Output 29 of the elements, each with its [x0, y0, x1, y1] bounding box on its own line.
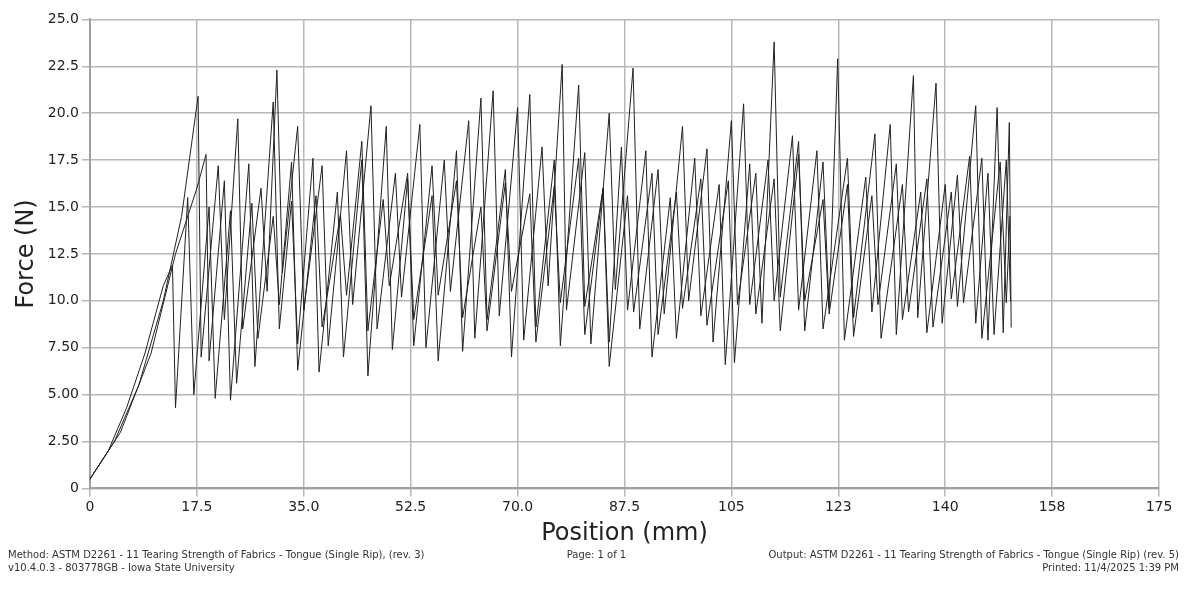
y-tick-label: 20.0 [47, 103, 79, 120]
y-axis-title: Force (N) [10, 199, 39, 309]
text: Printed: 11/4/2025 1:39 PM [1041, 561, 1179, 574]
x-tick-label: 175 [1145, 498, 1173, 515]
y-tick-label: 22.5 [47, 56, 79, 73]
y-tick-label: 0 [70, 479, 79, 496]
x-tick-label: 70.0 [502, 498, 534, 515]
y-tick-label: 15.0 [47, 197, 79, 214]
x-tick-label: 0 [85, 498, 95, 515]
y-tick-label: 10.0 [47, 291, 79, 308]
text: v10.4.0.3 - 803778GB - Iowa State University [8, 561, 236, 574]
y-tick-label: 12.5 [47, 244, 79, 261]
y-tick-label: 7.50 [47, 338, 79, 355]
x-axis-title: Position (mm) [541, 517, 708, 546]
text: Page: 1 of 1 [566, 548, 627, 561]
text: Output: ASTM D2261 - 11 Tearing Strength of Fabrics - Tongue (Single Rip) (rev. 5) [768, 548, 1179, 561]
x-tick-label: 17.5 [181, 498, 213, 515]
x-tick-label: 140 [931, 498, 959, 515]
text: Method: ASTM D2261 - 11 Tearing Strength of Fabrics - Tongue (Single Rip), (rev. 3) [8, 548, 425, 561]
x-tick-label: 35.0 [288, 498, 320, 515]
x-tick-label: 105 [718, 498, 745, 515]
y-tick-label: 2.50 [47, 432, 79, 449]
x-tick-label: 123 [824, 498, 852, 515]
y-tick-label: 25.0 [47, 10, 79, 27]
y-tick-label: 17.5 [47, 150, 79, 167]
x-tick-label: 87.5 [608, 498, 641, 515]
x-tick-label: 158 [1038, 498, 1066, 515]
y-tick-label: 5.00 [47, 385, 79, 402]
x-tick-label: 52.5 [395, 498, 427, 515]
